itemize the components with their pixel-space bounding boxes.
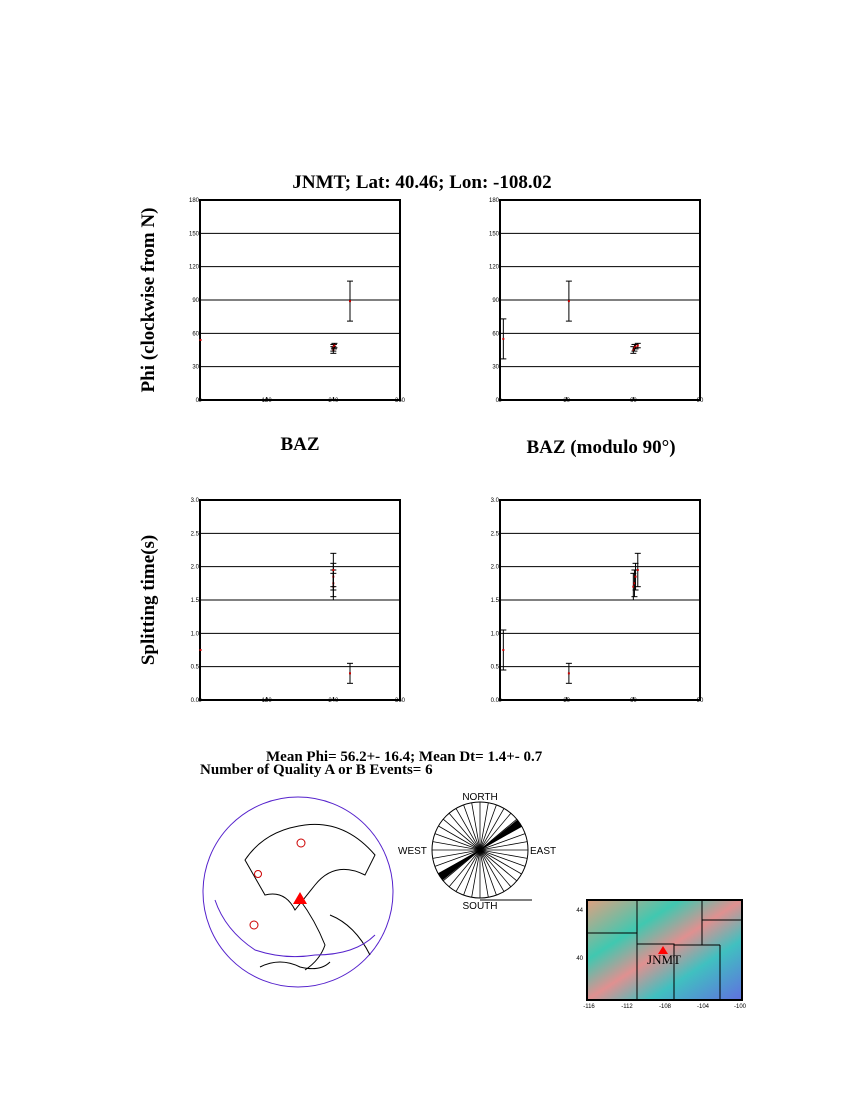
y-tick-label: 3.0 xyxy=(191,498,200,504)
stats-line-2: Number of Quality A or B Events= 6 xyxy=(200,762,433,778)
rose-north-label: NORTH xyxy=(462,792,497,803)
y-tick-label: 180 xyxy=(489,198,500,204)
station-label: JNMT xyxy=(647,952,681,967)
lon-tick: -112 xyxy=(621,1004,633,1010)
continent-outline xyxy=(244,823,376,911)
y-tick-label: 0.0 xyxy=(191,698,200,704)
data-point xyxy=(332,569,335,571)
y-tick-label: 150 xyxy=(189,231,200,237)
plot-frame xyxy=(499,499,701,701)
y-tick-label: 60 xyxy=(492,331,499,337)
continent-outline xyxy=(299,899,371,971)
data-point xyxy=(332,345,335,348)
y-tick-label: 1.5 xyxy=(491,598,500,604)
rose-diagram: NORTH SOUTH EAST WEST xyxy=(398,792,556,912)
data-point xyxy=(634,575,637,578)
baz-mod-xlabel: BAZ (modulo 90°) xyxy=(526,437,675,458)
data-point xyxy=(349,300,351,303)
y-tick-label: 0.0 xyxy=(491,698,500,704)
data-point xyxy=(502,649,505,651)
station-triangle-icon xyxy=(293,892,307,904)
y-tick-label: 180 xyxy=(189,198,200,204)
y-tick-label: 120 xyxy=(489,265,500,271)
y-tick-label: 150 xyxy=(489,231,500,237)
rose-west-label: WEST xyxy=(398,846,427,857)
event-marker xyxy=(254,870,262,878)
y-tick-label: 1.0 xyxy=(491,631,500,637)
chart-panel-4: 0.00.51.01.52.02.53.00 30 60 90 xyxy=(491,498,704,704)
lat-tick: 40 xyxy=(576,956,583,962)
event-marker xyxy=(296,838,306,848)
y-tick-label: 90 xyxy=(192,298,199,304)
data-point xyxy=(634,345,637,348)
y-tick-label: 30 xyxy=(492,365,499,371)
figure-title: JNMT; Lat: 40.46; Lon: -108.02 xyxy=(292,172,551,193)
lon-tick: -116 xyxy=(583,1004,595,1010)
rose-south-label: SOUTH xyxy=(463,901,498,912)
data-point xyxy=(567,672,570,675)
y-tick-label: 120 xyxy=(189,265,200,271)
phi-ylabel: Phi (clockwise from N) xyxy=(138,208,159,393)
y-tick-label: 0.5 xyxy=(491,665,500,671)
y-tick-label: 0.5 xyxy=(191,665,200,671)
baz-xlabel: BAZ xyxy=(280,434,319,455)
data-point xyxy=(636,344,639,347)
y-tick-label: 2.5 xyxy=(491,531,500,537)
data-point xyxy=(633,346,636,349)
data-point xyxy=(349,672,351,675)
y-tick-label: 2.5 xyxy=(191,531,200,537)
data-point xyxy=(636,569,639,571)
y-tick-label: 0 xyxy=(196,398,200,404)
plot-frame xyxy=(199,499,401,701)
y-tick-label: 1.5 xyxy=(191,598,200,604)
chart-panel-3: 0.00.51.01.52.02.53.00 120 240 360 xyxy=(191,498,406,704)
data-point xyxy=(632,585,635,588)
data-point xyxy=(567,300,570,303)
globe-outline xyxy=(202,796,394,988)
antarctica-outline xyxy=(259,961,331,970)
y-tick-label: 2.0 xyxy=(191,565,200,571)
plot-frame xyxy=(499,199,701,401)
rose-east-label: EAST xyxy=(530,846,556,857)
rose-petal-filled xyxy=(480,819,522,850)
plate-boundary xyxy=(214,899,376,958)
data-point xyxy=(199,649,202,651)
y-tick-label: 90 xyxy=(492,298,499,304)
y-tick-label: 30 xyxy=(192,365,199,371)
lon-tick: -100 xyxy=(734,1004,747,1010)
rose-spoke xyxy=(471,802,489,898)
y-tick-label: 60 xyxy=(192,331,199,337)
lon-tick: -104 xyxy=(697,1004,710,1010)
y-tick-label: 1.0 xyxy=(191,631,200,637)
data-point xyxy=(199,339,202,341)
data-point xyxy=(502,337,505,340)
stats-line-1: Mean Phi= 56.2+- 16.4; Mean Dt= 1.4+- 0.… xyxy=(266,749,543,765)
lat-tick: 44 xyxy=(576,908,583,914)
data-point xyxy=(333,344,336,347)
rose-petal-filled xyxy=(438,850,480,881)
dt-ylabel: Splitting time(s) xyxy=(138,535,159,665)
local-map: JNMT 44 40 -116 -112 -108 -104 -100 xyxy=(576,899,747,1010)
y-tick-label: 2.0 xyxy=(491,565,500,571)
y-tick-label: 3.0 xyxy=(491,498,500,504)
global-event-map xyxy=(202,796,394,988)
plot-frame xyxy=(199,199,401,401)
state-boundaries xyxy=(587,900,742,1000)
station-triangle-icon xyxy=(658,946,668,954)
event-marker xyxy=(249,920,259,930)
data-point xyxy=(633,582,636,585)
y-tick-label: 0 xyxy=(496,398,500,404)
data-point xyxy=(632,349,635,351)
lon-tick: -108 xyxy=(659,1004,672,1010)
